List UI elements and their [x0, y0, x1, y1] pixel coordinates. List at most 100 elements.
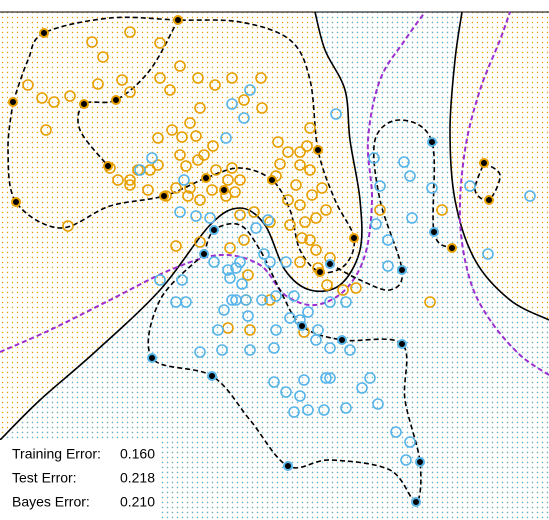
support-vector — [207, 371, 217, 381]
data-point — [302, 306, 314, 318]
support-vector — [429, 227, 439, 237]
data-point — [236, 278, 248, 290]
support-vector — [313, 145, 323, 155]
data-point — [170, 182, 182, 194]
error-label: Training Error: — [12, 446, 101, 462]
data-point — [248, 206, 260, 218]
data-point — [238, 234, 250, 246]
support-vector — [111, 95, 121, 105]
data-point — [310, 334, 322, 346]
data-point — [124, 26, 136, 38]
data-point — [250, 222, 262, 234]
data-point — [282, 194, 294, 206]
data-point — [216, 344, 228, 356]
data-point — [324, 342, 336, 354]
data-point — [234, 174, 246, 186]
data-point — [176, 274, 188, 286]
data-point — [288, 290, 300, 302]
data-point — [356, 382, 368, 394]
data-point — [304, 164, 316, 176]
data-point — [301, 140, 313, 152]
data-point — [404, 436, 416, 448]
data-point — [184, 117, 196, 129]
data-point — [320, 372, 332, 384]
error-value: 0.160 — [120, 446, 155, 462]
data-point — [262, 214, 274, 226]
data-point — [294, 159, 306, 171]
data-point — [372, 398, 384, 410]
data-point — [274, 158, 286, 170]
data-point — [226, 72, 238, 84]
support-vector — [79, 99, 89, 109]
support-vector — [11, 197, 21, 207]
data-point — [344, 344, 356, 356]
data-point — [304, 234, 316, 246]
data-point — [224, 242, 236, 254]
margin-curve — [77, 19, 179, 167]
data-point — [304, 122, 316, 134]
data-point — [192, 72, 204, 84]
data-point — [398, 156, 410, 168]
data-point — [294, 146, 306, 158]
data-point — [154, 274, 166, 286]
data-point — [154, 72, 166, 84]
support-vector — [201, 173, 211, 183]
data-point — [224, 272, 236, 284]
data-point — [170, 240, 182, 252]
data-point — [62, 220, 74, 232]
support-vector — [283, 461, 293, 471]
error-label: Bayes Error: — [12, 494, 90, 510]
data-point — [284, 219, 296, 231]
support-vector — [325, 259, 335, 269]
data-point — [374, 204, 386, 216]
data-point — [364, 372, 376, 384]
data-point — [318, 404, 330, 416]
data-point — [296, 232, 308, 244]
data-point — [206, 184, 218, 196]
data-point — [134, 164, 146, 176]
data-point — [350, 282, 362, 294]
data-point — [280, 386, 292, 398]
support-vector — [484, 195, 494, 205]
data-point — [97, 51, 109, 63]
data-point — [256, 294, 268, 306]
data-point — [234, 209, 246, 221]
support-vector — [103, 161, 113, 171]
data-point — [170, 296, 182, 308]
data-point — [306, 189, 318, 201]
data-point — [192, 154, 204, 166]
data-point — [116, 74, 128, 86]
margin-curve — [0, 11, 426, 353]
support-vector — [337, 335, 347, 345]
support-vector — [209, 225, 219, 235]
data-point — [282, 146, 294, 158]
data-point — [280, 256, 292, 268]
data-point — [310, 244, 322, 256]
data-point — [48, 96, 60, 108]
support-vector — [159, 191, 169, 201]
data-point — [238, 94, 250, 106]
data-point — [294, 256, 306, 268]
data-point — [238, 112, 250, 124]
data-point — [194, 346, 206, 358]
data-point — [142, 184, 154, 196]
data-point — [40, 124, 52, 136]
data-point — [244, 344, 256, 356]
data-point — [288, 406, 300, 418]
margin-curve — [458, 11, 549, 376]
data-point — [406, 212, 418, 224]
support-vector — [397, 265, 407, 275]
data-point — [86, 36, 98, 48]
data-point — [316, 182, 328, 194]
data-point — [222, 174, 234, 186]
data-point — [258, 248, 270, 260]
error-label: Test Error: — [12, 470, 77, 486]
data-point — [340, 296, 352, 308]
support-vector — [267, 175, 277, 185]
data-point — [382, 234, 394, 246]
data-point — [36, 92, 48, 104]
data-point — [424, 296, 436, 308]
data-point — [226, 98, 238, 110]
support-vector — [147, 353, 157, 363]
data-point — [124, 86, 136, 98]
